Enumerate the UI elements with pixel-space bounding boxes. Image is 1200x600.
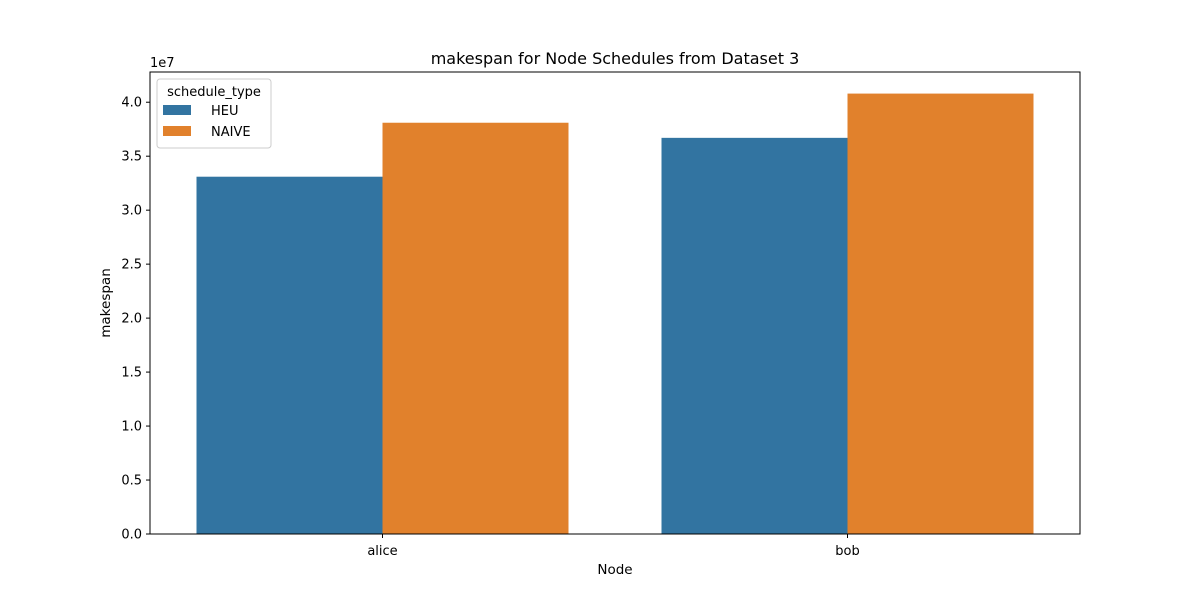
x-axis-ticks: alice bob	[367, 534, 860, 559]
plot-frame	[149, 71, 1081, 535]
y-offset-label: 1e7	[150, 56, 175, 71]
bar-heu-alice	[196, 176, 383, 534]
y-axis-title: makespan	[98, 268, 114, 338]
legend-label-naive: NAIVE	[211, 125, 251, 140]
y-tick-label: 1.0	[121, 420, 142, 435]
y-tick-label: 0.0	[121, 528, 142, 543]
y-tick-label: 4.0	[121, 96, 142, 111]
bars-group	[196, 93, 1034, 535]
legend-title: schedule_type	[167, 85, 261, 100]
legend-label-heu: HEU	[211, 104, 239, 119]
bar-naive-alice	[382, 122, 569, 534]
x-axis-title: Node	[597, 562, 632, 578]
bar-heu-bob	[661, 137, 848, 534]
legend: schedule_type HEU NAIVE	[156, 78, 272, 149]
chart-title: makespan for Node Schedules from Dataset…	[431, 49, 800, 68]
y-tick-label: 2.5	[121, 258, 142, 273]
x-tick-label-bob: bob	[835, 544, 859, 559]
x-tick-label-alice: alice	[367, 544, 397, 559]
y-axis-ticks: 0.0 0.5 1.0 1.5 2.0 2.5 3.0 3.5 4.0	[121, 96, 150, 543]
y-tick-label: 2.0	[121, 312, 142, 327]
y-tick-label: 3.5	[121, 150, 142, 165]
y-tick-label: 1.5	[121, 366, 142, 381]
legend-swatch-naive	[163, 126, 191, 136]
y-tick-label: 3.0	[121, 204, 142, 219]
y-tick-label: 0.5	[121, 474, 142, 489]
bar-naive-bob	[847, 93, 1034, 535]
legend-swatch-heu	[163, 105, 191, 115]
